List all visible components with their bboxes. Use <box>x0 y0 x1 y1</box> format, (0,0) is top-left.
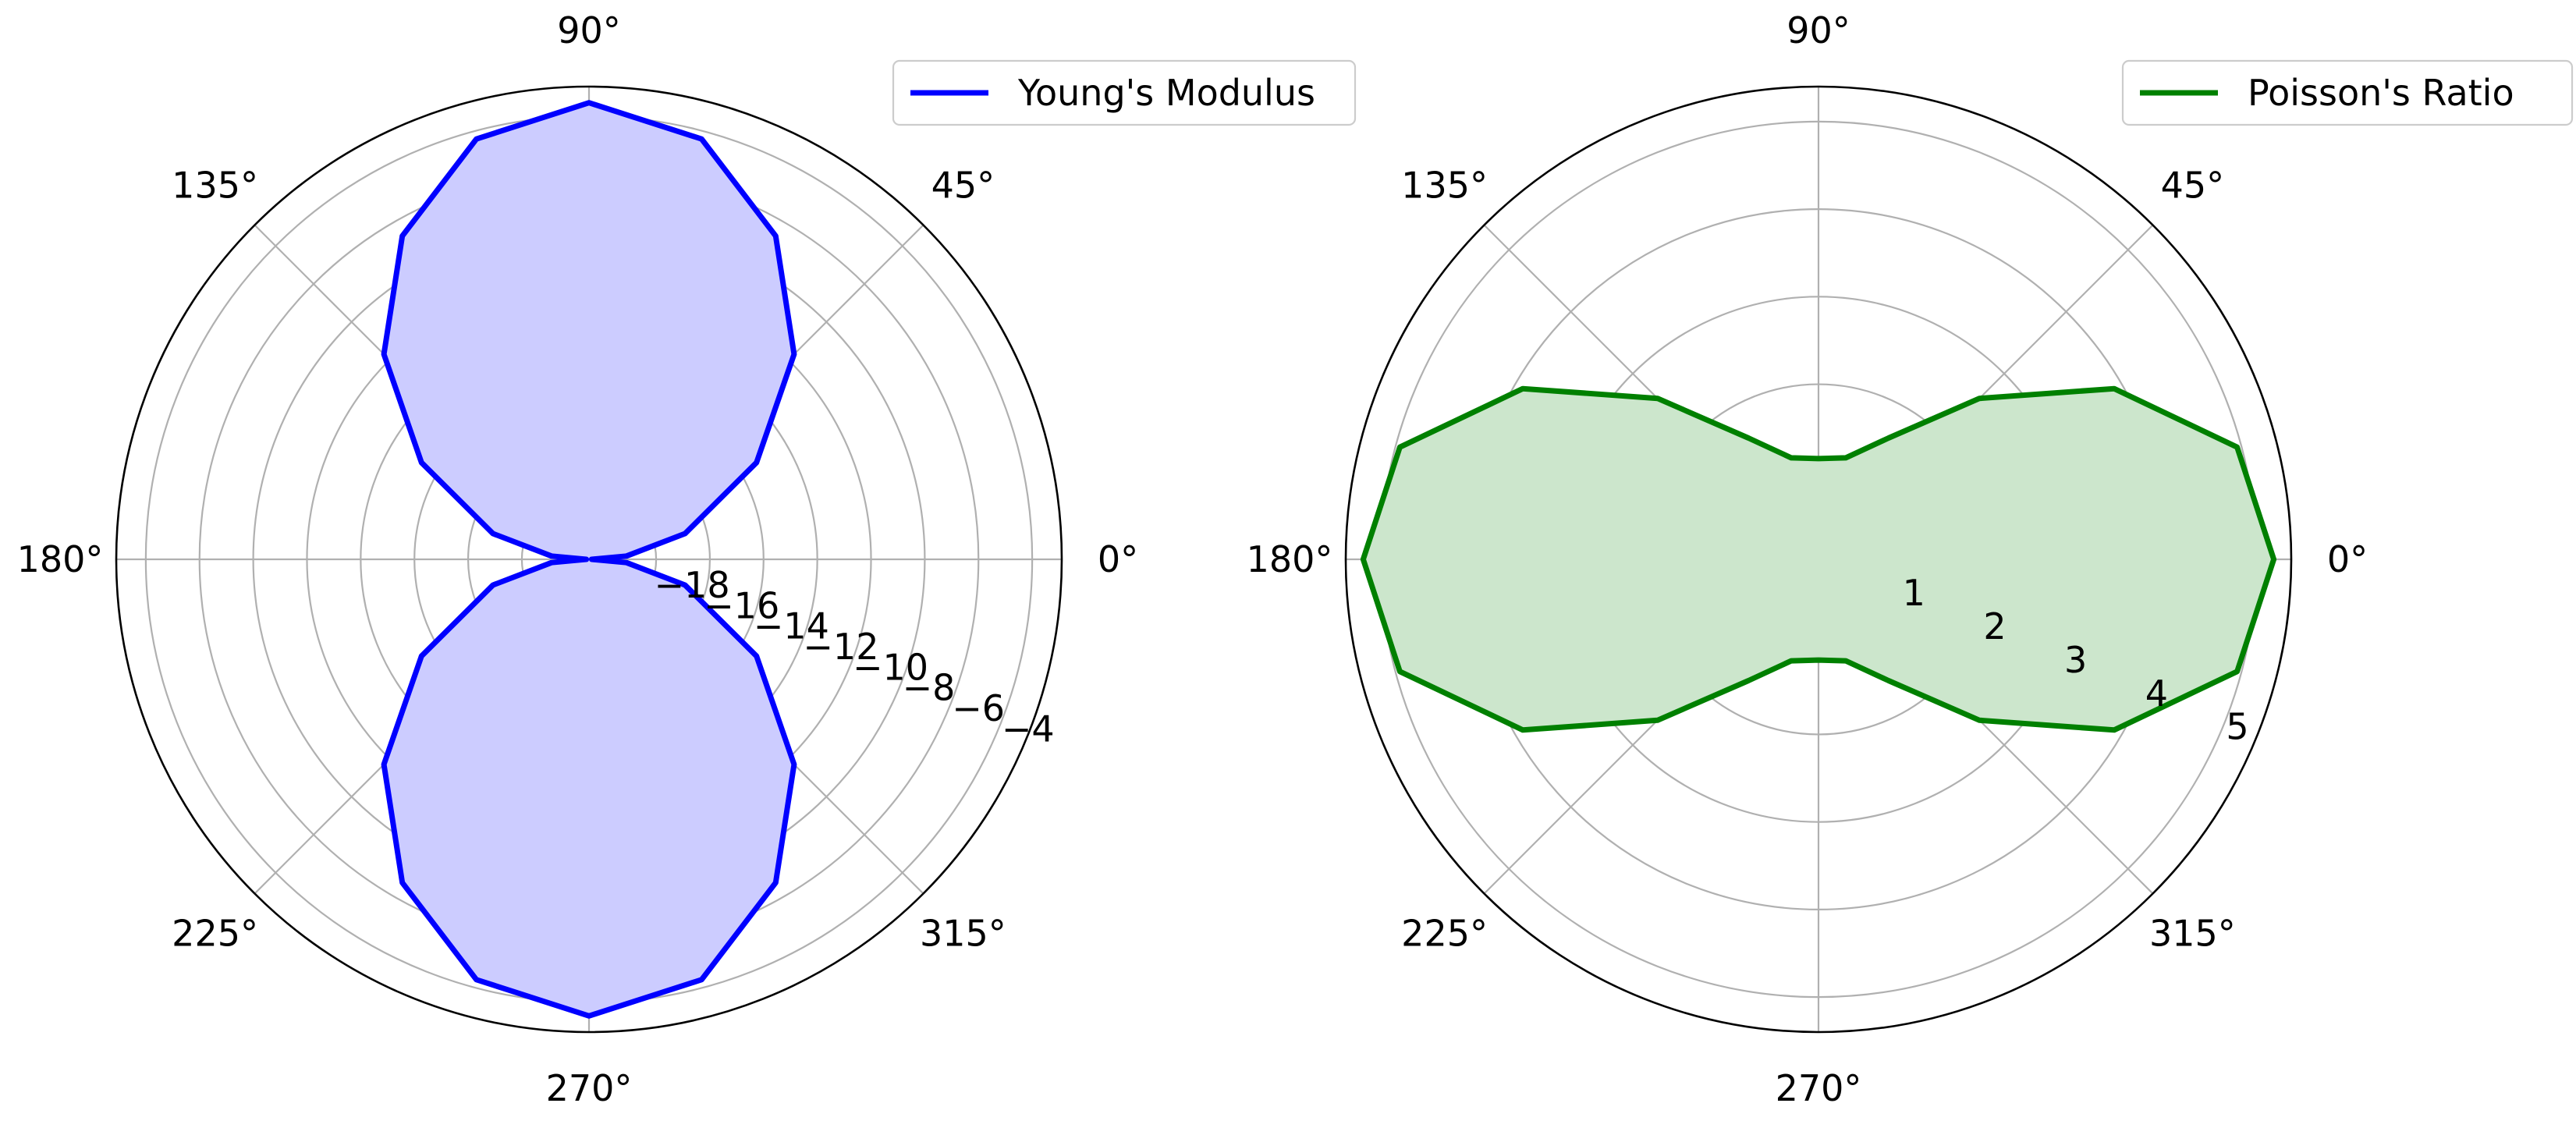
legend: Young's Modulus <box>892 59 1357 126</box>
data-point <box>402 882 403 883</box>
r-tick-label: 1 <box>1903 572 1925 614</box>
data-point <box>1978 398 1980 399</box>
theta-tick-label: 90° <box>557 9 621 51</box>
data-point <box>1657 719 1659 721</box>
r-tick-label: −6 <box>952 687 1005 729</box>
data-point <box>1845 660 1847 662</box>
r-tick-label: −18 <box>655 564 730 606</box>
legend: Poisson's Ratio <box>2121 59 2574 126</box>
data-point <box>476 138 477 140</box>
data-point <box>586 559 587 560</box>
data-point <box>1790 457 1792 459</box>
data-point <box>591 559 592 560</box>
data-point <box>793 353 795 355</box>
poisson-ratio-polar-plot: 0° 45° 90° 135° 180° 225° 270° 315° 1 2 3 4 5 Poisson… <box>1247 9 2574 1109</box>
data-point <box>756 655 758 657</box>
data-point <box>1790 660 1792 662</box>
theta-tick-label: 270° <box>1776 1067 1862 1109</box>
data-point <box>1657 398 1659 399</box>
data-point <box>551 555 552 557</box>
data-point <box>492 584 494 586</box>
theta-tick-label: 135° <box>1401 165 1488 207</box>
data-point <box>2273 559 2275 560</box>
r-tick-label: −10 <box>853 646 928 688</box>
legend-label: Young's Modulus <box>1017 72 1315 114</box>
data-point <box>1845 457 1847 459</box>
theta-tick-label: 315° <box>2149 912 2236 954</box>
theta-tick-label: 0° <box>2327 538 2368 580</box>
data-point <box>1362 559 1364 560</box>
theta-tick-label: 270° <box>546 1067 633 1109</box>
r-tick-label: 3 <box>2064 639 2087 681</box>
r-tick-label: −8 <box>903 667 956 709</box>
data-point <box>551 562 552 563</box>
data-point <box>1978 719 1980 721</box>
r-tick-label: 2 <box>1983 605 2006 647</box>
data-point <box>1522 388 1524 389</box>
theta-tick-label: 315° <box>920 912 1006 954</box>
theta-tick-label: 180° <box>1247 538 1333 580</box>
polar-frame <box>1344 85 2293 1034</box>
theta-tick-label: 180° <box>17 538 104 580</box>
theta-tick-label: 45° <box>2161 165 2225 207</box>
young-modulus-polar-plot: 0° 45° 90° 135° 180° 225° 270° 315° −18−16−14−12… <box>17 9 1357 1109</box>
data-point <box>1522 729 1524 731</box>
r-tick-label: 5 <box>2226 706 2248 748</box>
theta-tick-label: 90° <box>1787 9 1850 51</box>
data-point <box>2113 388 2115 389</box>
theta-tick-label: 135° <box>172 165 258 207</box>
theta-tick-label: 45° <box>931 165 995 207</box>
r-tick-label: 4 <box>2145 672 2168 715</box>
data-point <box>684 584 686 586</box>
data-point <box>701 979 702 981</box>
data-point <box>626 555 627 557</box>
data-point <box>775 882 776 883</box>
theta-tick-label: 225° <box>172 912 258 954</box>
data-point <box>626 562 627 563</box>
polar-frame <box>115 85 1063 1034</box>
data-point <box>1747 679 1749 681</box>
data-point <box>588 102 590 104</box>
legend-box <box>2121 59 2574 126</box>
data-point <box>383 353 385 355</box>
r-tick-label: −16 <box>704 584 779 626</box>
legend-box <box>892 59 1357 126</box>
r-tick-label: −12 <box>803 626 878 668</box>
data-point <box>1818 659 1819 661</box>
data-point <box>701 138 702 140</box>
r-tick-label: −14 <box>754 605 829 647</box>
data-point <box>420 655 422 657</box>
series-fill <box>1363 388 2274 730</box>
legend-label: Poisson's Ratio <box>2248 72 2514 114</box>
data-point <box>476 979 477 981</box>
r-tick-label: −4 <box>1002 708 1055 750</box>
data-point <box>2113 729 2115 731</box>
theta-tick-label: 0° <box>1098 538 1138 580</box>
theta-tick-label: 225° <box>1401 912 1488 954</box>
data-point <box>1888 679 1889 681</box>
data-point <box>1818 458 1819 459</box>
